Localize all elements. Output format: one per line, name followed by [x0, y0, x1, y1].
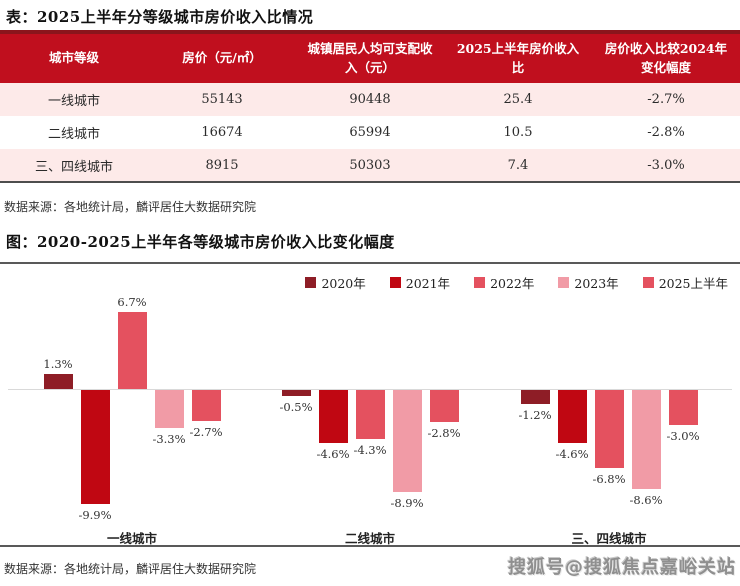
legend-label: 2020年 — [321, 276, 366, 291]
legend-item: 2022年 — [474, 273, 534, 292]
table-cell: 7.4 — [507, 157, 529, 173]
table-cell: 16674 — [201, 125, 243, 140]
bar-一线城市-2022年 — [117, 311, 147, 389]
bar-value-label: -0.5% — [279, 399, 313, 414]
legend-label: 2025上半年 — [658, 276, 728, 291]
table-cell: 二线城市 — [47, 127, 100, 142]
chart-title: 图：2020-2025上半年各等级城市房价收入比变化幅度 — [6, 233, 395, 251]
table-row: 三、四线城市 8915 50303 7.4 -3.0% — [0, 149, 740, 182]
bar-value-label: -8.9% — [390, 496, 424, 511]
column-header: 城市等级 — [48, 50, 99, 66]
column-header: 城镇居民人均可支配收入（元） — [307, 41, 433, 75]
bar-value-label: -4.6% — [555, 446, 589, 461]
table-cell: -2.8% — [647, 125, 685, 140]
table-cell: 8915 — [205, 157, 239, 173]
column-header: 2025上半年房价收入比 — [456, 41, 580, 75]
legend-label: 2022年 — [490, 276, 535, 291]
table-cell: 一线城市 — [47, 94, 100, 109]
bar-value-label: 1.3% — [43, 357, 73, 372]
bar-chart: 2020年 2021年 2022年 2023年 2025上半年 1.3% -9.9% 6.7… — [0, 262, 740, 547]
bar-二线城市-2023年 — [392, 390, 422, 493]
bar-value-label: -3.3% — [152, 431, 186, 446]
bar-value-label: -4.6% — [316, 446, 350, 461]
legend-swatch — [305, 277, 317, 288]
bar-三、四线城市-2023年 — [631, 390, 661, 489]
price-income-table: 城市等级 房价（元/㎡） 城镇居民人均可支配收入（元） 2025上半年房价收入比 房价收… — [0, 30, 740, 183]
bar-二线城市-2020年 — [281, 390, 311, 396]
bar-二线城市-2022年 — [355, 390, 385, 440]
legend-item: 2025上半年 — [642, 273, 728, 292]
legend-item: 2023年 — [558, 273, 619, 292]
bar-value-label: -6.8% — [592, 472, 626, 487]
watermark: 搜狐号@搜狐焦点嘉峪关站 — [508, 557, 736, 578]
bar-三、四线城市-2021年 — [557, 390, 587, 443]
bar-三、四线城市-2022年 — [594, 390, 624, 469]
chart-source: 数据来源：各地统计局，麟评居住大数据研究院 — [4, 562, 257, 576]
bar-value-label: 6.7% — [117, 294, 147, 309]
bar-value-label: -4.3% — [353, 443, 387, 458]
bar-value-label: -1.2% — [518, 407, 552, 422]
table-cell: -3.0% — [647, 157, 685, 173]
legend-swatch — [389, 277, 401, 288]
bar-三、四线城市-2020年 — [520, 390, 550, 404]
table-cell: 50303 — [349, 157, 391, 173]
bar-value-label: -9.9% — [78, 507, 112, 522]
legend-item: 2020年 — [305, 273, 366, 292]
column-header: 房价（元/㎡） — [182, 50, 262, 66]
chart-plot-area: 1.3% -9.9% 6.7% -3.3% -2.7% 一线城市 -0.5% -4.6% -4.… — [0, 264, 740, 546]
bar-二线城市-2021年 — [318, 390, 348, 443]
table-cell: -2.7% — [647, 92, 685, 107]
chart-legend: 2020年 2021年 2022年 2023年 2025上半年 — [305, 273, 728, 292]
legend-swatch — [642, 277, 654, 288]
bar-二线城市-2025上半年 — [429, 390, 459, 423]
zero-axis-line — [8, 389, 732, 390]
bar-value-label: -2.7% — [189, 425, 223, 440]
category-label: 一线城市 — [106, 531, 158, 546]
legend-item: 2021年 — [389, 273, 451, 292]
table-header: 城市等级 房价（元/㎡） 城镇居民人均可支配收入（元） 2025上半年房价收入比 房价收… — [0, 32, 740, 83]
table-header-row: 城市等级 房价（元/㎡） 城镇居民人均可支配收入（元） 2025上半年房价收入比 房价收… — [0, 32, 740, 83]
bar-value-label: -3.0% — [666, 428, 700, 443]
bar-一线城市-2020年 — [43, 374, 73, 389]
legend-swatch — [558, 277, 570, 288]
legend-swatch — [474, 277, 486, 288]
table-cell: 25.4 — [503, 92, 533, 107]
table-cell: 90448 — [349, 92, 391, 107]
table-body: 一线城市 55143 90448 25.4 -2.7% 二线城市 16674 65994 10.… — [0, 83, 740, 182]
bar-一线城市-2025上半年 — [191, 390, 221, 422]
table-row: 二线城市 16674 65994 10.5 -2.8% — [0, 116, 740, 149]
table-row: 一线城市 55143 90448 25.4 -2.7% — [0, 83, 740, 116]
category-label: 二线城市 — [344, 531, 396, 546]
table-cell: 三、四线城市 — [34, 159, 113, 175]
bar-value-label: -8.6% — [629, 492, 663, 507]
table-title: 表：2025上半年分等级城市房价收入比情况 — [6, 8, 314, 26]
bar-一线城市-2023年 — [154, 390, 184, 428]
bar-value-label: -2.8% — [427, 426, 461, 441]
table-cell: 55143 — [201, 92, 243, 107]
bar-三、四线城市-2025上半年 — [668, 390, 698, 425]
table-source: 数据来源：各地统计局，麟评居住大数据研究院 — [4, 200, 257, 214]
column-header: 房价收入比较2024年变化幅度 — [604, 41, 728, 75]
legend-label: 2021年 — [405, 276, 451, 291]
table-cell: 10.5 — [503, 125, 533, 140]
table-cell: 65994 — [349, 125, 391, 140]
category-label: 三、四线城市 — [571, 531, 647, 546]
bar-一线城市-2021年 — [80, 390, 110, 504]
legend-label: 2023年 — [574, 276, 619, 291]
